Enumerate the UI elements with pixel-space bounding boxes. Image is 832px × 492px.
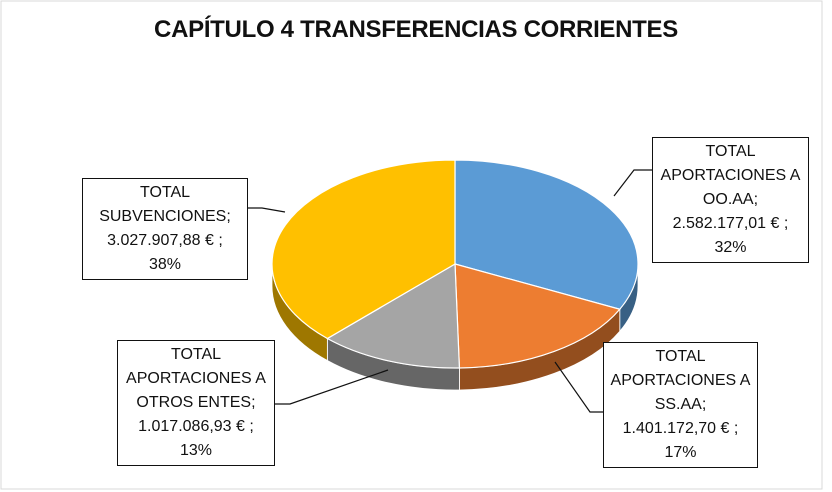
label-separator: ; (218, 232, 223, 249)
data-label: TOTAL SUBVENCIONES; 3.027.907,88 € ; 38% (82, 178, 248, 280)
leader-line (613, 169, 652, 197)
label-value: 3.027.907,88 € (107, 232, 214, 249)
label-category: TOTAL APORTACIONES A OTROS ENTES (126, 346, 266, 411)
pie-slice (326, 262, 461, 369)
label-category: TOTAL APORTACIONES A OO.AA (660, 143, 801, 208)
label-value: 1.017.086,93 € (138, 418, 245, 435)
label-separator: ; (249, 418, 254, 435)
pie-slice (271, 159, 456, 340)
label-percent: 17% (664, 444, 697, 461)
data-label: TOTAL APORTACIONES A OO.AA; 2.582.177,01 … (652, 137, 809, 263)
label-category: TOTAL SUBVENCIONES (99, 184, 227, 225)
label-percent: 13% (179, 442, 213, 459)
label-percent: 32% (714, 239, 747, 256)
pie-slice (454, 159, 639, 310)
label-separator: ; (251, 394, 256, 411)
label-separator: ; (226, 208, 231, 225)
leader-line (554, 361, 603, 413)
data-label: TOTAL APORTACIONES A OTROS ENTES; 1.017.0… (117, 340, 275, 466)
label-value: 2.582.177,01 € (672, 215, 780, 232)
label-percent: 38% (148, 256, 182, 273)
label-separator: ; (701, 396, 707, 413)
chart-title: CAPÍTULO 4 TRANSFERENCIAS CORRIENTES (154, 16, 678, 43)
label-separator: ; (733, 420, 739, 437)
pie-slice (454, 263, 621, 369)
label-category: TOTAL APORTACIONES A SS.AA (610, 348, 751, 413)
data-label: TOTAL APORTACIONES A SS.AA; 1.401.172,70 … (603, 342, 758, 468)
label-value: 1.401.172,70 € (622, 420, 730, 437)
leader-line (275, 369, 389, 405)
leader-line (248, 207, 286, 213)
label-separator: ; (783, 215, 789, 232)
label-separator: ; (753, 191, 759, 208)
